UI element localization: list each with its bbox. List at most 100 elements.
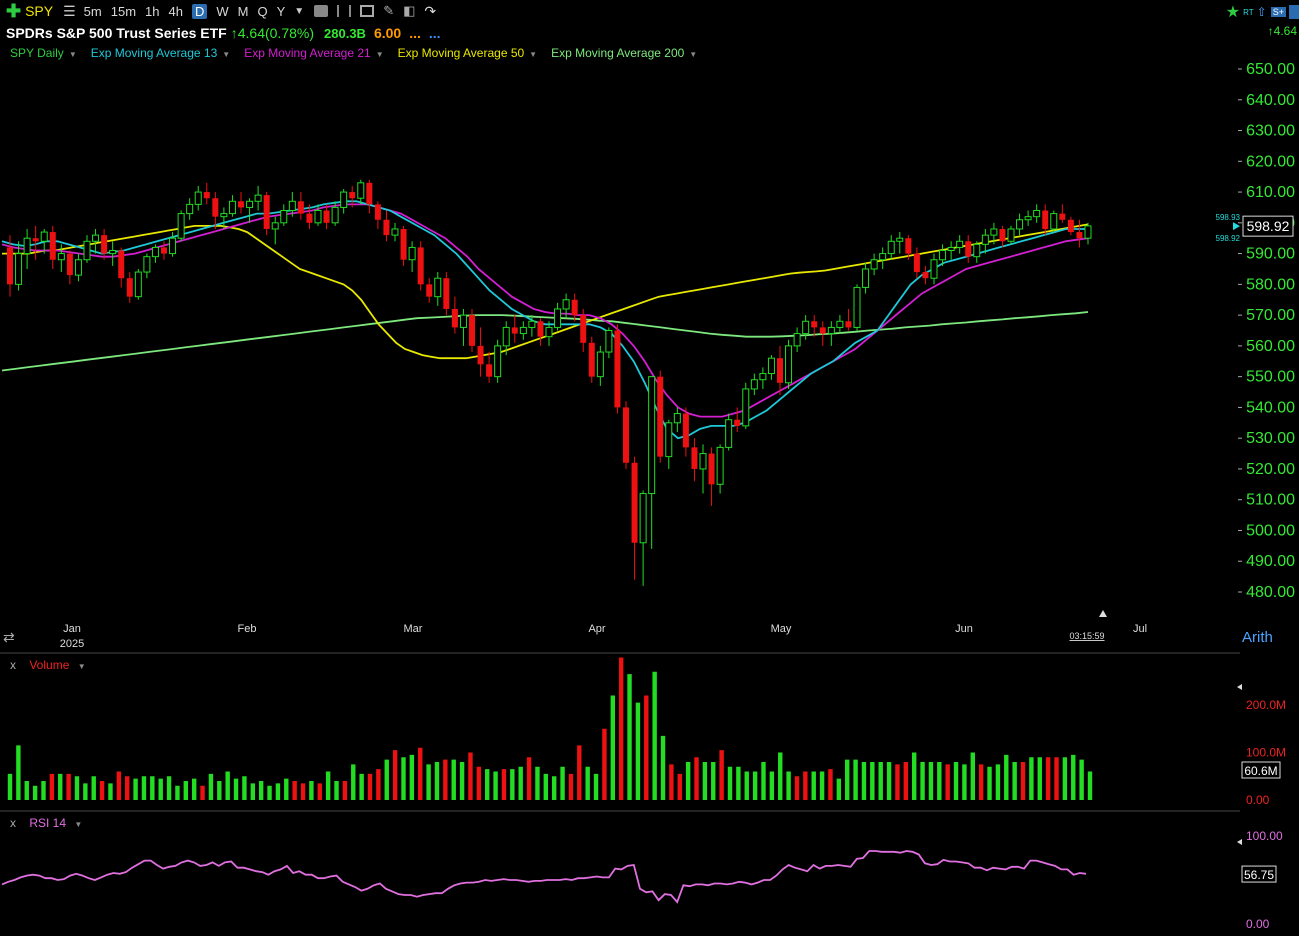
- candle-body: [887, 240, 895, 255]
- candle-body: [169, 237, 177, 255]
- price-tick-label: 520.00: [1246, 461, 1295, 478]
- candle-body: [74, 259, 82, 276]
- volume-bar: [644, 695, 649, 800]
- volume-bar: [769, 771, 775, 800]
- candle-body: [451, 308, 458, 328]
- volume-bar: [476, 766, 482, 800]
- volume-bar: [803, 771, 808, 800]
- chevron-down-icon[interactable]: ▼: [77, 662, 86, 671]
- legend-spy-daily[interactable]: SPY Daily ▼: [10, 46, 77, 60]
- volume-bar: [493, 771, 498, 800]
- volume-bar: [66, 773, 71, 800]
- candle-body: [725, 419, 733, 448]
- legend-ema200[interactable]: Exp Moving Average 200 ▼: [551, 46, 698, 60]
- volume-bar: [945, 764, 950, 800]
- candle-body: [109, 250, 117, 255]
- candle-body: [101, 235, 108, 254]
- interval-m[interactable]: M: [237, 3, 249, 19]
- volume-bar: [903, 762, 909, 800]
- close-icon[interactable]: x: [10, 816, 16, 830]
- volume-bar: [878, 762, 883, 800]
- interval-d[interactable]: D: [191, 3, 208, 19]
- star-icon[interactable]: ★: [1225, 4, 1241, 21]
- volume-bar: [736, 766, 741, 800]
- price-tick-label: 550.00: [1246, 369, 1295, 386]
- top-toolbar: ✚ SPY ☰ 5m 15m 1h 4h D W M Q Y ▼ ✎ ◧ ↷: [0, 0, 1299, 22]
- candle-body: [673, 413, 681, 424]
- rsi-label[interactable]: RSI 14: [29, 816, 67, 830]
- volume-bar: [1054, 757, 1059, 800]
- ema13-line: [1, 200, 1088, 440]
- interval-1h[interactable]: 1h: [145, 3, 160, 19]
- price-tick-label: 610.00: [1246, 184, 1295, 201]
- top-right-tools: ★ RT ⇧ S+: [1226, 2, 1299, 22]
- volume-bar: [242, 776, 247, 800]
- chevron-down-icon[interactable]: ▼: [294, 5, 305, 17]
- volume-bar: [551, 776, 557, 800]
- interval-4h[interactable]: 4h: [168, 3, 183, 19]
- volume-bar: [786, 771, 791, 800]
- legend-label: Exp Moving Average 50: [397, 46, 525, 60]
- volume-label[interactable]: Volume: [29, 658, 70, 672]
- candle-body: [83, 240, 91, 261]
- candle-body: [194, 191, 202, 205]
- volume-panel-header: x Volume ▼: [10, 658, 86, 672]
- pencil-icon[interactable]: ✎: [383, 3, 395, 18]
- volume-bar: [560, 766, 565, 800]
- rt-badge: RT: [1243, 7, 1254, 17]
- legend-ema13[interactable]: Exp Moving Average 13 ▼: [90, 46, 231, 60]
- volume-bar: [518, 766, 523, 800]
- volume-bar: [987, 766, 992, 800]
- volume-bar: [150, 776, 155, 800]
- more-dots-orange[interactable]: ...: [409, 25, 421, 41]
- plus-icon[interactable]: ✚: [6, 0, 22, 21]
- price-tick-label: 630.00: [1246, 123, 1295, 140]
- symbol-selector[interactable]: SPY: [25, 3, 54, 19]
- scale-mode-toggle[interactable]: Arith: [1242, 629, 1273, 646]
- s-plus-badge[interactable]: S+: [1270, 7, 1286, 17]
- volume-bar: [191, 778, 197, 800]
- candle-body: [92, 234, 100, 242]
- volume-bar: [225, 771, 230, 800]
- secondary-value: 6.00: [373, 25, 402, 41]
- list-icon[interactable]: ☰: [63, 2, 76, 19]
- chart-type-icon[interactable]: [314, 5, 329, 17]
- candle-body: [836, 320, 844, 328]
- user-icon[interactable]: [1289, 5, 1299, 19]
- title-row: SPDRs S&P 500 Trust Series ETF ↑ 4.64(0.…: [6, 24, 441, 42]
- candle-body: [15, 253, 23, 285]
- volume-bar: [250, 783, 255, 800]
- price-tick-label: 570.00: [1246, 307, 1295, 324]
- rsi-panel-header: x RSI 14 ▼: [10, 816, 82, 830]
- more-dots-blue[interactable]: ...: [428, 25, 441, 41]
- calculator-icon[interactable]: [360, 5, 375, 17]
- sync-icon[interactable]: ⇄: [3, 629, 15, 645]
- candle-body: [965, 241, 972, 257]
- price-tick-label: 560.00: [1246, 338, 1295, 355]
- candle-body: [785, 345, 793, 384]
- bar-chart-icon[interactable]: [337, 5, 352, 17]
- chevron-down-icon[interactable]: ▼: [74, 820, 83, 829]
- interval-y[interactable]: Y: [276, 3, 286, 19]
- legend-ema50[interactable]: Exp Moving Average 50 ▼: [397, 46, 538, 60]
- candle-body: [811, 321, 818, 328]
- legend-label: Exp Moving Average 200: [551, 46, 685, 60]
- close-icon[interactable]: x: [10, 658, 16, 672]
- candle-body: [228, 200, 236, 215]
- share-icon[interactable]: ↷: [424, 2, 437, 19]
- candle-body: [759, 373, 767, 381]
- candle-body: [793, 333, 801, 347]
- interval-5m[interactable]: 5m: [83, 3, 102, 19]
- volume-bar: [694, 757, 699, 800]
- candle-body: [1059, 213, 1066, 220]
- interval-w[interactable]: W: [216, 3, 229, 19]
- volume-bar: [794, 776, 800, 800]
- legend-ema21[interactable]: Exp Moving Average 21 ▼: [244, 46, 384, 60]
- volume-bar: [702, 762, 708, 800]
- candle-body: [391, 228, 399, 236]
- interval-q[interactable]: Q: [257, 3, 268, 19]
- interval-15m[interactable]: 15m: [110, 3, 137, 19]
- layers-icon[interactable]: ◧: [403, 3, 416, 18]
- time-label: May: [771, 623, 792, 635]
